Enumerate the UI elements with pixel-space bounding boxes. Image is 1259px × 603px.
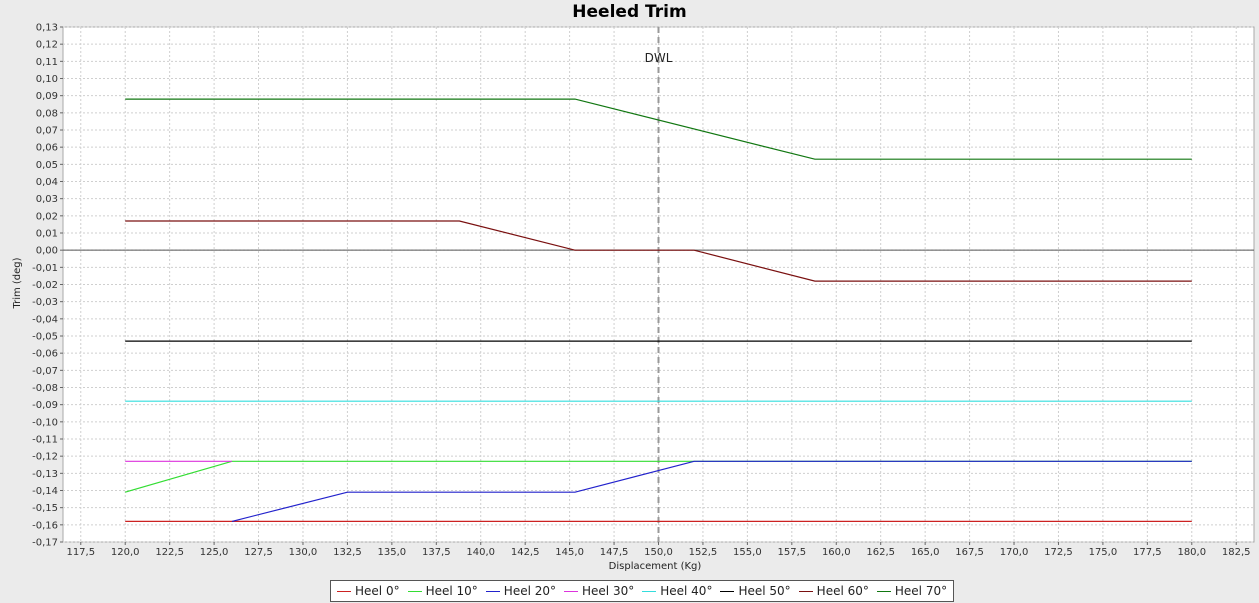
y-tick-label: -0,15 xyxy=(32,503,58,514)
y-tick-label: -0,09 xyxy=(32,400,58,411)
x-tick-label: 125,0 xyxy=(200,547,229,558)
legend-swatch xyxy=(564,590,579,592)
y-tick-label: -0,01 xyxy=(32,263,58,274)
legend-item: Heel 30° xyxy=(564,584,634,598)
legend-swatch xyxy=(876,590,891,592)
legend-item: Heel 10° xyxy=(407,584,478,598)
x-tick-label: 155,0 xyxy=(733,547,762,558)
legend: Heel 0° Heel 10° Heel 20° Heel 30° Heel 40° H… xyxy=(330,580,955,602)
x-tick-label: 180,0 xyxy=(1177,547,1206,558)
y-tick-label: -0,10 xyxy=(32,417,58,428)
x-tick-label: 117,5 xyxy=(66,547,95,558)
y-tick-label: -0,03 xyxy=(32,297,58,308)
y-tick-label: 0,10 xyxy=(36,74,58,85)
legend-swatch xyxy=(485,590,500,592)
y-tick-label: -0,12 xyxy=(32,452,58,463)
y-tick-label: -0,14 xyxy=(32,486,58,497)
y-tick-label: -0,13 xyxy=(32,469,58,480)
legend-label: Heel 40° xyxy=(660,584,713,598)
x-ticks: 117,5 120,0 122,5 125,0 127,5 130,0 132,5 135,0… xyxy=(66,542,1251,558)
legend-label: Heel 0° xyxy=(355,584,400,598)
y-tick-label: 0,03 xyxy=(36,194,58,205)
x-axis-label: Displacement (Kg) xyxy=(609,561,702,572)
legend-swatch xyxy=(798,590,813,592)
legend-label: Heel 10° xyxy=(425,584,478,598)
dwl-label: DWL xyxy=(645,51,673,65)
grid xyxy=(63,26,1254,543)
x-tick-label: 140,0 xyxy=(466,547,495,558)
y-tick-label: 0,12 xyxy=(36,40,58,51)
chart-title: Heeled Trim xyxy=(572,2,687,22)
legend-label: Heel 50° xyxy=(738,584,791,598)
x-tick-label: 182,5 xyxy=(1222,547,1251,558)
x-tick-label: 175,0 xyxy=(1089,547,1118,558)
legend-label: Heel 60° xyxy=(816,584,869,598)
y-tick-label: 0,13 xyxy=(36,23,58,34)
x-tick-label: 142,5 xyxy=(511,547,540,558)
x-tick-label: 162,5 xyxy=(866,547,895,558)
x-tick-label: 150,0 xyxy=(644,547,673,558)
y-tick-label: -0,05 xyxy=(32,332,58,343)
y-tick-label: -0,08 xyxy=(32,383,58,394)
legend-swatch xyxy=(337,590,351,592)
y-tick-label: -0,06 xyxy=(32,349,58,360)
x-tick-label: 167,5 xyxy=(955,547,984,558)
y-tick-label: 0,11 xyxy=(36,57,58,68)
x-tick-label: 127,5 xyxy=(244,547,273,558)
legend-label: Heel 70° xyxy=(894,584,948,598)
legend-label: Heel 20° xyxy=(503,584,557,598)
x-tick-label: 122,5 xyxy=(155,547,184,558)
y-tick-label: 0,02 xyxy=(36,211,58,222)
y-tick-label: 0,01 xyxy=(36,229,58,240)
y-tick-label: 0,07 xyxy=(36,126,58,137)
y-tick-label: -0,07 xyxy=(32,366,58,377)
legend-item: Heel 20° xyxy=(485,584,557,598)
series-line-heel-7 xyxy=(125,98,1192,160)
x-tick-label: 152,5 xyxy=(689,547,718,558)
dwl-marker: DWL xyxy=(645,27,673,542)
x-tick-label: 120,0 xyxy=(111,547,140,558)
x-tick-label: 145,0 xyxy=(555,547,584,558)
y-tick-label: -0,17 xyxy=(32,538,58,549)
x-tick-label: 130,0 xyxy=(289,547,318,558)
x-tick-label: 147,5 xyxy=(600,547,629,558)
series-group xyxy=(125,98,1192,523)
legend-swatch xyxy=(642,590,657,592)
y-tick-label: 0,05 xyxy=(36,160,58,171)
x-tick-label: 165,0 xyxy=(911,547,940,558)
x-tick-label: 160,0 xyxy=(822,547,851,558)
series-line-heel-2 xyxy=(231,460,1192,522)
y-tick-label: 0,06 xyxy=(36,143,58,154)
legend-swatch xyxy=(720,590,735,592)
legend-item: Heel 50° xyxy=(720,584,791,598)
y-tick-label: 0,04 xyxy=(36,177,58,188)
legend-item: Heel 40° xyxy=(642,584,712,598)
x-tick-label: 157,5 xyxy=(778,547,807,558)
x-tick-label: 170,0 xyxy=(1000,547,1029,558)
y-tick-label: -0,04 xyxy=(32,314,58,325)
y-tick-label: 0,09 xyxy=(36,91,58,102)
series-line-heel-6 xyxy=(125,220,1192,282)
x-tick-label: 137,5 xyxy=(422,547,451,558)
x-tick-label: 172,5 xyxy=(1044,547,1073,558)
y-axis-label: Trim (deg) xyxy=(12,257,23,309)
y-tick-label: -0,02 xyxy=(32,280,58,291)
y-ticks: 0,13 0,12 0,11 0,10 0,09 0,08 0,07 0,06 0,05 0,04… xyxy=(32,23,63,549)
x-tick-label: 177,5 xyxy=(1133,547,1162,558)
legend-item: Heel 60° xyxy=(798,584,869,598)
x-tick-label: 135,0 xyxy=(378,547,407,558)
y-tick-label: 0,00 xyxy=(36,246,58,257)
y-tick-label: -0,16 xyxy=(32,520,58,531)
y-tick-label: -0,11 xyxy=(32,435,58,446)
x-tick-label: 132,5 xyxy=(333,547,362,558)
legend-item: Heel 70° xyxy=(876,584,948,598)
legend-swatch xyxy=(407,590,422,592)
legend-label: Heel 30° xyxy=(582,584,635,598)
legend-item: Heel 0° xyxy=(337,584,400,598)
y-tick-label: 0,08 xyxy=(36,108,58,119)
